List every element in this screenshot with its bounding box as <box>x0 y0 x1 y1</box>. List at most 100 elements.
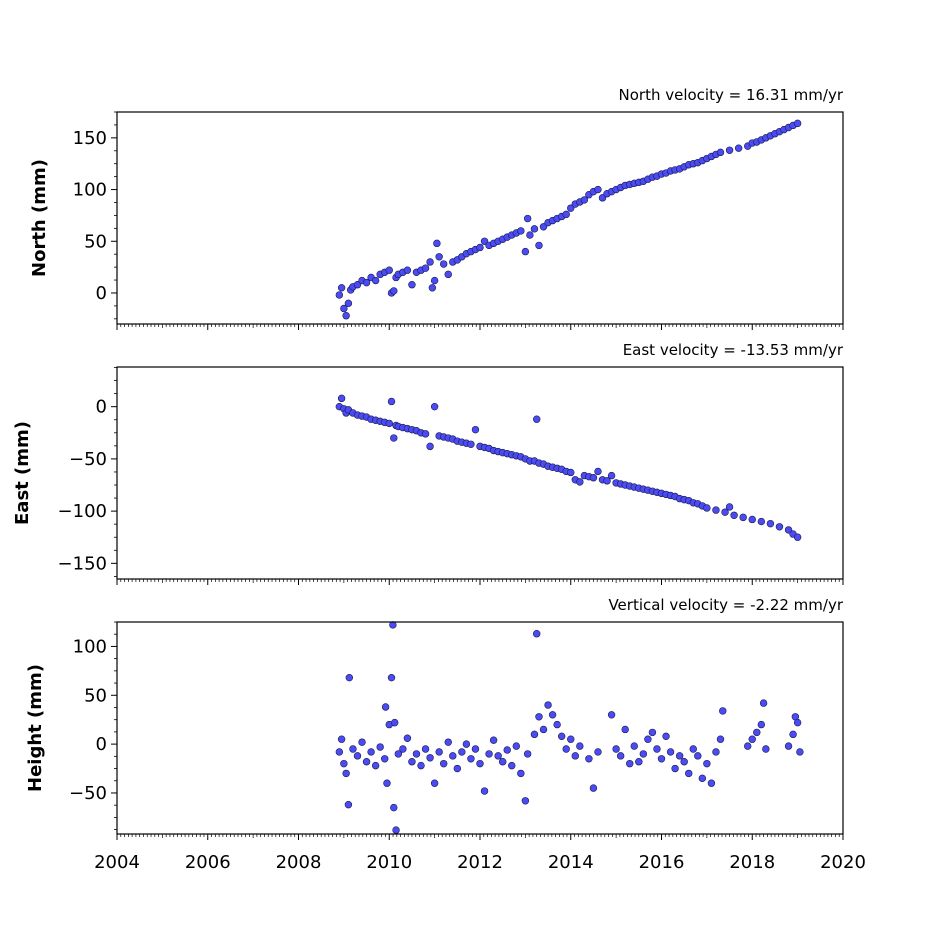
x-tick-label: 2010 <box>366 852 412 873</box>
vertical-velocity-title: Vertical velocity = -2.22 mm/yr <box>608 596 843 614</box>
north-data-point <box>403 266 412 274</box>
height-data-point <box>453 764 462 773</box>
x-tick-label: 2014 <box>548 852 594 873</box>
height-data-point <box>489 736 498 744</box>
height-data-point <box>444 738 452 746</box>
east-data-point <box>725 503 734 511</box>
height-data-point <box>675 752 684 760</box>
east-data-point <box>775 523 784 531</box>
height-y-tick-label: 50 <box>84 685 107 706</box>
north-data-point <box>476 243 484 252</box>
height-data-point <box>630 742 638 750</box>
height-data-point <box>521 797 530 805</box>
north-data-point <box>526 231 534 239</box>
height-data-point <box>671 764 679 773</box>
height-data-point <box>503 746 511 754</box>
north-data-point <box>523 214 532 223</box>
north-data-point <box>426 258 434 266</box>
north-axis-label: North (mm) <box>29 159 50 277</box>
north-plot-frame <box>116 111 844 325</box>
east-data-point <box>730 511 738 519</box>
height-data-point <box>494 752 502 760</box>
east-data-point <box>471 425 480 434</box>
height-data-point <box>435 748 443 756</box>
north-data-point <box>444 270 452 279</box>
height-data-point <box>635 758 643 766</box>
height-data-point <box>417 761 425 770</box>
height-data-point <box>576 742 584 750</box>
north-data-point <box>793 119 802 128</box>
east-data-point <box>748 515 756 524</box>
north-data-point <box>337 284 346 292</box>
height-data-point <box>585 755 593 763</box>
height-data-point <box>694 752 702 760</box>
height-data-point <box>784 742 793 750</box>
height-data-point <box>408 758 416 766</box>
east-data-point <box>387 397 396 406</box>
east-data-point <box>757 517 766 526</box>
height-data-point <box>685 769 693 778</box>
north-data-point <box>335 291 344 299</box>
height-data-point <box>607 711 616 719</box>
east-data-point <box>533 415 541 423</box>
east-y-tick-label: −150 <box>58 553 107 574</box>
height-data-point <box>399 745 407 753</box>
height-axis-ticks: −50 0 50 100 2004 2006 2008 2010 2012 2014 2016 201… <box>69 621 866 873</box>
height-data-point <box>744 742 752 750</box>
north-data-point <box>539 223 548 231</box>
east-axis-ticks: −150 −100 −50 0 <box>58 367 844 585</box>
height-data-point <box>789 730 797 739</box>
east-axis-label: East (mm) <box>12 421 33 525</box>
height-data-point <box>719 707 727 715</box>
height-data-point <box>508 761 516 770</box>
height-data-point <box>383 779 391 787</box>
height-data-point <box>666 748 675 756</box>
height-data-point <box>349 745 357 753</box>
height-plot-frame <box>116 621 844 835</box>
east-data-point <box>603 477 611 485</box>
height-data-point <box>796 748 804 756</box>
x-tick-label: 2008 <box>276 852 322 873</box>
east-y-tick-label: −100 <box>58 501 107 522</box>
north-data-point <box>340 304 348 313</box>
height-data-point <box>412 750 421 758</box>
north-data-point <box>344 299 353 308</box>
east-data-point <box>467 440 475 448</box>
north-y-tick-label: 50 <box>84 231 107 252</box>
height-data-point <box>381 755 389 763</box>
height-data-point <box>387 673 396 682</box>
north-data-point <box>433 239 441 248</box>
north-data-point <box>408 281 416 289</box>
height-data-point <box>644 735 652 743</box>
height-data-point <box>553 720 561 729</box>
height-data-point <box>421 745 430 753</box>
east-data-point <box>576 478 584 486</box>
height-data-point <box>523 750 532 758</box>
east-data-point <box>766 519 775 528</box>
height-data-point <box>680 758 688 766</box>
height-data-point <box>707 779 716 787</box>
height-data-point <box>594 748 602 756</box>
east-data-point <box>784 526 793 534</box>
height-data-point <box>337 735 346 743</box>
height-data-point <box>657 755 666 763</box>
height-data-point <box>367 748 375 756</box>
north-data-point <box>535 241 543 250</box>
height-data-point <box>589 784 598 792</box>
north-y-tick-label: 150 <box>73 128 107 149</box>
height-data-point <box>567 735 575 743</box>
height-data-point <box>467 755 475 763</box>
height-data-point <box>653 745 661 753</box>
height-data-point <box>530 730 539 739</box>
north-data-point <box>598 194 607 202</box>
height-data-point <box>430 779 439 787</box>
east-data-point <box>712 506 720 514</box>
height-data-point <box>533 630 541 638</box>
height-data-point <box>480 787 489 795</box>
height-data-point <box>648 728 657 737</box>
north-y-tick-label: 100 <box>73 180 107 201</box>
north-data-point <box>734 144 743 152</box>
east-panel: East velocity = -13.53 mm/yr East (mm) −… <box>12 341 844 585</box>
north-panel: North velocity = 16.31 mm/yr North (mm) … <box>29 86 844 330</box>
